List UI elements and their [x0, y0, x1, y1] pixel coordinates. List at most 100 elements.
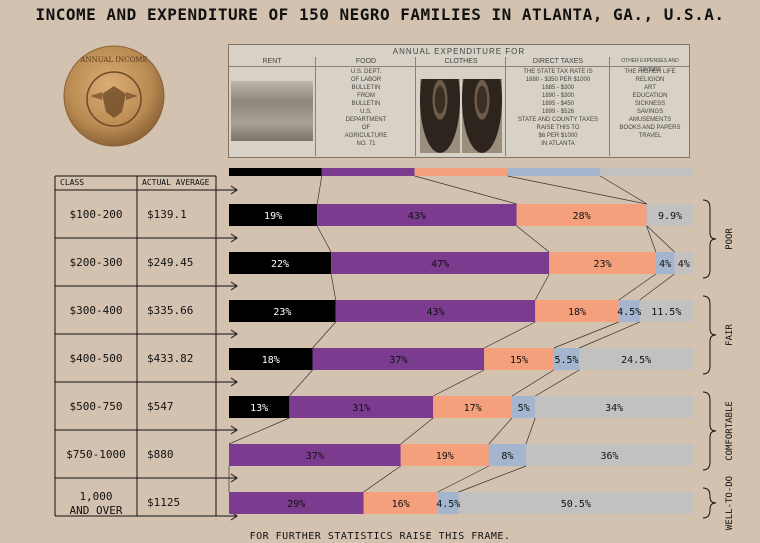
bar-segment-rent — [229, 204, 318, 226]
bar-value-label: 19% — [264, 211, 282, 222]
photo-strip-text-line: DEPARTMENT — [345, 117, 387, 123]
key-segment-other — [600, 168, 693, 176]
photo-strip-text-line: ART — [644, 85, 656, 91]
average-label: $1125 — [147, 496, 180, 509]
photo-strip-text-line: SAVINGS — [636, 109, 664, 115]
photo-col-taxes: DIRECT TAXES THE STATE TAX RATE IS 1880 -… — [505, 57, 610, 156]
medal-text: ANNUAL INCOME — [79, 56, 147, 64]
bar-value-label: 17% — [464, 403, 482, 414]
bar-segment-food — [335, 300, 536, 322]
photo-col-rent: RENT — [229, 57, 315, 156]
bar-value-label: 9.9% — [658, 211, 682, 222]
bar-value-label: 23% — [273, 307, 291, 318]
bar-value-label: 22% — [271, 259, 289, 270]
bar-value-label: 31% — [352, 403, 370, 414]
bar-value-label: 43% — [408, 211, 426, 222]
class-label: $300-400 — [70, 304, 123, 317]
connector-line — [484, 321, 536, 349]
average-label: $433.82 — [147, 352, 193, 365]
photo-strip-text-line: NO. 71 — [356, 141, 376, 147]
photo-strip-text-line: 1899 - $526 — [541, 109, 575, 115]
bar-segment-taxes — [655, 252, 675, 274]
bar-segment-food — [331, 252, 550, 274]
photo-col-header: RENT — [229, 57, 315, 67]
connector-line — [437, 465, 489, 493]
bar-value-label: 4.5% — [617, 307, 641, 318]
bar-value-label: 47% — [431, 259, 449, 270]
bar-segment-clothes — [549, 252, 656, 274]
footer-note: FOR FURTHER STATISTICS RAISE THIS FRAME. — [249, 531, 511, 542]
arrow-head — [230, 233, 238, 243]
connector-line — [330, 273, 337, 301]
average-label: $249.45 — [147, 256, 193, 269]
bar-value-label: 18% — [568, 307, 586, 318]
class-label: $100-200 — [70, 208, 123, 221]
photo-strip-text-line: FROM — [357, 93, 375, 99]
portrait-photo — [420, 79, 460, 153]
photo-strip-text-line: SICKNESS — [634, 101, 666, 107]
bar-segment-taxes — [512, 396, 536, 418]
photo-strip-text-line: RELIGION — [635, 77, 665, 83]
bar-value-label: 4% — [659, 259, 671, 270]
bar-segment-other — [535, 396, 693, 418]
connector-line — [646, 225, 657, 253]
arrow-head — [230, 329, 238, 339]
connector-line — [289, 369, 313, 397]
bar-segment-clothes — [433, 396, 513, 418]
average-label: $139.1 — [147, 208, 187, 221]
connector-line — [488, 417, 513, 445]
bar-segment-other — [647, 204, 693, 226]
annual-income-medal: ANNUAL INCOME — [63, 45, 165, 147]
photo-strip-text-line: OF — [361, 125, 371, 131]
class-label: $750-1000 — [66, 448, 126, 461]
bar-segment-food — [317, 204, 517, 226]
connector-line — [516, 225, 550, 253]
photo-strip-text-line: AMUSEMENTS — [628, 117, 672, 123]
bar-value-label: 18% — [262, 355, 280, 366]
bar-segment-other — [674, 252, 693, 274]
photo-strip-text-line: OF LABOR — [350, 77, 382, 83]
photo-strip-text-line: 1885 - $300 — [541, 85, 575, 91]
photo-strip-text-line: RAISE THIS TO — [536, 125, 580, 131]
connector-line — [363, 465, 401, 493]
photo-strip-text-line: BOOKS AND PAPERS — [619, 125, 681, 131]
group-brace — [702, 391, 717, 471]
group-label: FAIR — [725, 324, 735, 346]
group-label: WELL-TO-DO — [725, 476, 735, 530]
portrait-photo — [462, 79, 502, 153]
connector-line — [600, 175, 648, 205]
average-column-header: ACTUAL AVERAGE — [142, 178, 210, 187]
expenditure-photo-strip: ANNUAL EXPENDITURE FOR RENT FOOD U.S. DE… — [228, 44, 690, 158]
bar-segment-food — [229, 444, 401, 466]
photo-col-other: OTHER EXPENSES AND SAVINGS THE HIGHER LI… — [609, 57, 689, 156]
bar-value-label: 16% — [392, 499, 410, 510]
house-photo — [231, 81, 313, 141]
bar-value-label: 29% — [287, 499, 305, 510]
arrow-head — [230, 377, 238, 387]
food-column-text: U.S. DEPT. OF LABOR BULLETIN FROM BULLETIN U.… — [318, 68, 414, 154]
bar-value-label: 37% — [389, 355, 407, 366]
class-label: 1,000 AND OVER — [70, 490, 123, 517]
bar-value-label: 34% — [605, 403, 623, 414]
bar-segment-rent — [229, 348, 313, 370]
photo-strip-text-line: 1880 - $350 PER $1000 — [525, 77, 591, 83]
connector-line — [458, 465, 527, 493]
bar-segment-taxes — [488, 444, 526, 466]
group-brace — [702, 295, 717, 375]
connector-line — [400, 417, 434, 445]
connector-line — [534, 273, 550, 301]
class-column-header: CLASS — [60, 178, 85, 187]
arrow-head — [230, 473, 238, 483]
photo-strip-text-line: EDUCATION — [632, 93, 668, 99]
photo-col-clothes: CLOTHES — [415, 57, 506, 156]
connector-line — [511, 369, 554, 397]
bar-segment-food — [229, 492, 364, 514]
connector-line — [312, 321, 336, 349]
photo-strip-text-line: BULLETIN — [351, 85, 381, 91]
bar-segment-other — [458, 492, 693, 514]
connector-line — [228, 417, 290, 445]
connector-line — [414, 175, 517, 205]
arrow-head — [230, 425, 238, 435]
bar-segment-rent — [229, 396, 290, 418]
